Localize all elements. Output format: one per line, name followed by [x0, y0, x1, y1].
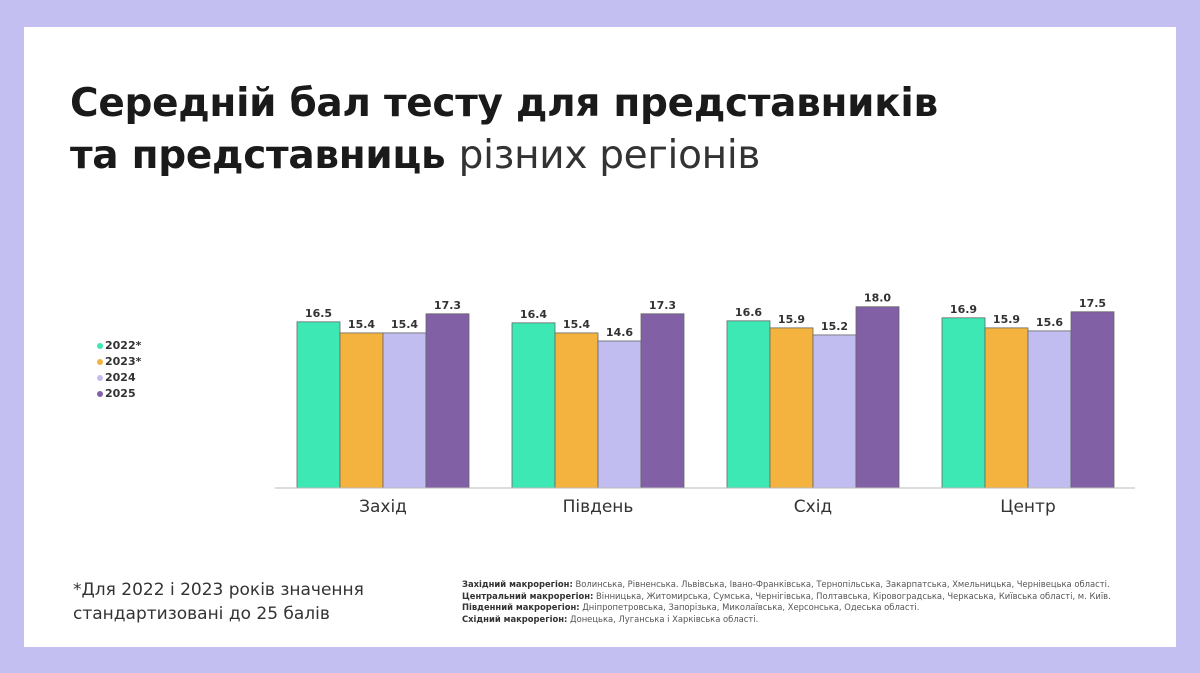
data-label: 16.4 [520, 308, 547, 321]
region-definition: Південний макрорегіон: Дніпропетровська,… [462, 602, 1111, 614]
region-label: Південний макрорегіон: [462, 602, 580, 612]
legend-swatch [97, 359, 103, 365]
category-label: Південь [563, 497, 634, 517]
region-label: Центральний макрорегіон: [462, 590, 594, 601]
category-label: Центр [1000, 497, 1055, 517]
title-line-2: та представниць різних регіонів [70, 130, 938, 182]
region-label: Західний макрорегіон: [462, 579, 573, 589]
category-label: Захід [359, 497, 407, 517]
footnote-line-1: *Для 2022 і 2023 років значення [73, 580, 364, 600]
title-bold-part: та представниць [70, 133, 446, 178]
legend-label: 2023* [105, 355, 142, 368]
legend-item: 2024 [97, 370, 141, 386]
region-definitions: Західний макрорегіон: Волинська, Рівненс… [462, 579, 1111, 625]
chart-legend: 2022* 2023* 2024 2025 [97, 338, 141, 402]
legend-item: 2025 [97, 386, 141, 402]
data-label: 15.9 [778, 313, 805, 326]
legend-swatch [97, 343, 103, 349]
legend-item: 2022* [97, 338, 141, 354]
legend-label: 2022* [105, 339, 142, 352]
data-label: 15.4 [348, 318, 375, 331]
bar [984, 327, 1029, 489]
title-light-part: різних регіонів [458, 133, 761, 178]
bar [382, 332, 427, 489]
bar [597, 340, 642, 489]
footnote-line-2: стандартизовані до 25 балів [73, 604, 330, 624]
bar [296, 321, 341, 489]
bar [812, 334, 857, 489]
data-label: 14.6 [606, 326, 633, 339]
bar [511, 322, 556, 489]
data-label: 15.4 [391, 318, 418, 331]
region-text: Донецька, Луганська і Харківська області… [567, 613, 759, 624]
bar [339, 332, 384, 489]
bar [769, 327, 814, 489]
region-label: Східний макрорегіон: [462, 613, 568, 624]
data-label: 18.0 [864, 292, 891, 305]
footnote: *Для 2022 і 2023 років значення стандарт… [73, 578, 364, 626]
data-label: 16.6 [735, 306, 762, 319]
data-label: 15.4 [563, 318, 590, 331]
bar [425, 313, 470, 489]
legend-swatch [97, 375, 103, 381]
data-label: 15.6 [1036, 316, 1063, 329]
title-line-1: Середній бал тесту для представників [70, 81, 938, 126]
category-label: Схід [794, 497, 832, 517]
data-label: 17.5 [1079, 297, 1106, 310]
region-definition: Західний макрорегіон: Волинська, Рівненс… [462, 579, 1111, 591]
legend-label: 2024 [105, 371, 136, 384]
bar [855, 306, 900, 489]
legend-item: 2023* [97, 354, 141, 370]
bar [941, 317, 986, 489]
region-text: Дніпропетровська, Запорізька, Миколаївсь… [579, 602, 920, 612]
data-label: 15.2 [821, 320, 848, 333]
page-title: Середній бал тесту для представників та … [70, 78, 938, 182]
legend-label: 2025 [105, 387, 136, 400]
region-text: Волинська, Рівненська. Львівська, Івано-… [572, 579, 1110, 589]
legend-swatch [97, 391, 103, 397]
data-label: 17.3 [434, 299, 461, 312]
data-label: 15.9 [993, 313, 1020, 326]
bar [640, 313, 685, 489]
bar [554, 332, 599, 489]
bar [1027, 330, 1072, 489]
region-definition: Східний макрорегіон: Донецька, Луганська… [462, 614, 1111, 626]
region-definition: Центральний макрорегіон: Вінницька, Жито… [462, 591, 1111, 603]
data-label: 16.5 [305, 307, 332, 320]
bar [1070, 311, 1115, 489]
data-label: 17.3 [649, 299, 676, 312]
region-text: Вінницька, Житомирська, Сумська, Чернігі… [593, 590, 1111, 601]
data-label: 16.9 [950, 303, 977, 316]
bar [726, 320, 771, 489]
